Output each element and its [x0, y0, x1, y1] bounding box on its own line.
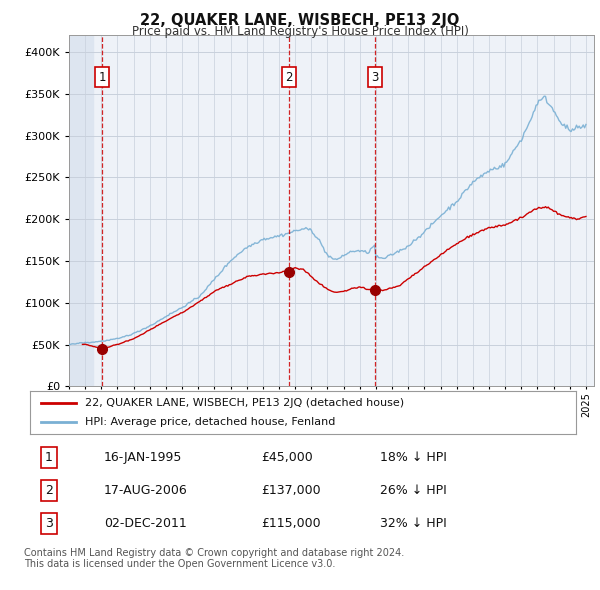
Text: 2: 2: [45, 484, 53, 497]
Text: This data is licensed under the Open Government Licence v3.0.: This data is licensed under the Open Gov…: [24, 559, 335, 569]
Text: 1: 1: [45, 451, 53, 464]
Text: 22, QUAKER LANE, WISBECH, PE13 2JQ (detached house): 22, QUAKER LANE, WISBECH, PE13 2JQ (deta…: [85, 398, 404, 408]
Text: 26% ↓ HPI: 26% ↓ HPI: [380, 484, 447, 497]
Text: £137,000: £137,000: [262, 484, 321, 497]
Text: 3: 3: [371, 71, 379, 84]
Bar: [69, 35, 93, 386]
Text: 02-DEC-2011: 02-DEC-2011: [104, 517, 187, 530]
Text: 22, QUAKER LANE, WISBECH, PE13 2JQ: 22, QUAKER LANE, WISBECH, PE13 2JQ: [140, 13, 460, 28]
Bar: [69, 35, 93, 386]
Text: 32% ↓ HPI: 32% ↓ HPI: [380, 517, 447, 530]
Text: 2: 2: [286, 71, 293, 84]
Text: 1: 1: [98, 71, 106, 84]
Text: 18% ↓ HPI: 18% ↓ HPI: [380, 451, 447, 464]
Text: Price paid vs. HM Land Registry's House Price Index (HPI): Price paid vs. HM Land Registry's House …: [131, 25, 469, 38]
Text: HPI: Average price, detached house, Fenland: HPI: Average price, detached house, Fenl…: [85, 417, 335, 427]
Text: £115,000: £115,000: [262, 517, 321, 530]
Text: £45,000: £45,000: [262, 451, 313, 464]
Text: Contains HM Land Registry data © Crown copyright and database right 2024.: Contains HM Land Registry data © Crown c…: [24, 548, 404, 558]
Text: 16-JAN-1995: 16-JAN-1995: [104, 451, 182, 464]
Text: 17-AUG-2006: 17-AUG-2006: [104, 484, 188, 497]
Text: 3: 3: [45, 517, 53, 530]
